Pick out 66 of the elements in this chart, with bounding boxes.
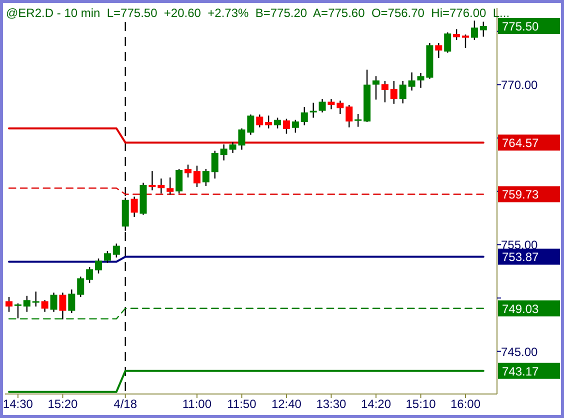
x-tick-label: 15:20: [48, 397, 78, 411]
candlestick: [354, 113, 362, 128]
candlestick: [470, 20, 478, 40]
candlestick: [310, 102, 317, 118]
candlestick: [211, 150, 218, 180]
x-tick-label: 15:10: [406, 397, 436, 411]
candlestick: [318, 98, 326, 113]
y-tick-label: 770.00: [501, 78, 538, 92]
candlestick: [399, 80, 406, 104]
candlestick: [480, 21, 487, 38]
candlestick: [148, 170, 156, 191]
text: 775.50: [502, 20, 540, 34]
candlestick: [328, 98, 335, 110]
x-tick-label: 12:40: [271, 397, 302, 411]
data-label: 753.87: [502, 250, 540, 264]
x-tick-label: 16:00: [450, 397, 481, 411]
candlestick: [59, 292, 66, 320]
x-tick-label: 14:30: [2, 397, 34, 411]
candlestick: [274, 117, 282, 129]
candlestick: [95, 258, 102, 274]
candlestick: [158, 178, 165, 194]
candlestick: [247, 114, 254, 136]
candlestick: [444, 32, 452, 54]
candlestick: [462, 34, 469, 48]
candlestick: [408, 72, 416, 92]
candlestick: [202, 168, 210, 187]
x-tick-label: 14:20: [360, 397, 392, 411]
candlestick: [184, 164, 192, 178]
candlestick: [32, 291, 40, 308]
candlestick: [336, 100, 344, 115]
candlestick: [390, 80, 398, 104]
candlestick: [23, 295, 30, 312]
data-label: 759.73: [502, 188, 540, 202]
candlestick: [256, 114, 264, 128]
candlestick: [104, 250, 111, 264]
candlestick: [417, 72, 424, 88]
candlestick: [372, 76, 380, 100]
data-label: 743.17: [502, 364, 540, 378]
data-label: 764.57: [502, 136, 540, 150]
candlestick: [193, 165, 200, 188]
candlestick: [50, 292, 58, 312]
candlestick: [6, 296, 12, 312]
x-tick-label: 4/18: [114, 397, 138, 411]
candlestick: [453, 28, 460, 40]
candlestick: [300, 106, 308, 126]
candlestick: [220, 144, 228, 161]
y-tick-label: 755.00: [501, 238, 538, 252]
data-label: 749.03: [502, 302, 540, 316]
candlestick: [435, 42, 442, 59]
y-tick-label: 745.00: [501, 344, 538, 359]
candlestick: [68, 288, 76, 314]
candlestick: [77, 276, 84, 298]
candlestick: [166, 176, 174, 196]
candlestick: [282, 118, 290, 134]
candlestick: [346, 104, 353, 128]
candlestick: [265, 115, 272, 129]
candlestick: [381, 80, 388, 103]
x-tick-label: 11:50: [227, 397, 257, 411]
x-tick-label: 11:00: [182, 397, 212, 411]
candlestick: [86, 266, 94, 284]
candlestick: [130, 196, 138, 218]
candlestick: [41, 300, 48, 312]
candlestick: [112, 243, 120, 258]
candlestick: [292, 119, 299, 134]
candlestick: [176, 168, 183, 194]
x-tick-label: 13:30: [316, 397, 347, 411]
